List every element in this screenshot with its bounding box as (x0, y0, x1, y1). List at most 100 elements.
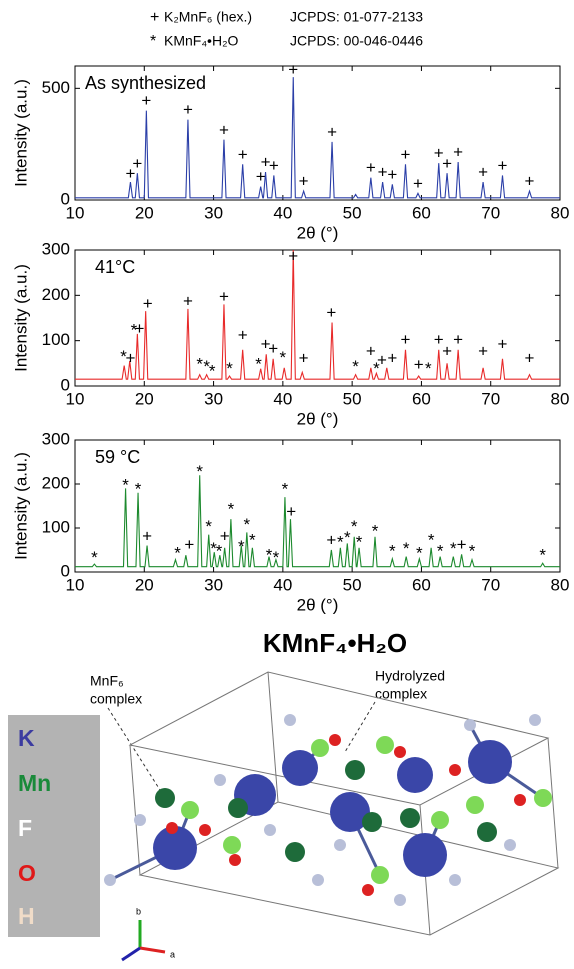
callout-label: MnF₆ (90, 673, 124, 689)
peak-marker: + (525, 172, 535, 191)
peak-marker: * (228, 499, 235, 518)
peak-marker: + (299, 172, 309, 191)
peak-marker: + (141, 91, 151, 110)
x-tick-label: 10 (66, 203, 85, 222)
y-tick-label: 100 (42, 330, 70, 349)
peak-marker: + (268, 339, 278, 358)
x-tick-label: 70 (481, 575, 500, 594)
x-tick-label: 60 (412, 203, 431, 222)
y-tick-label: 500 (42, 78, 70, 97)
spectrum-line (75, 249, 560, 380)
peak-marker: * (356, 532, 363, 551)
peak-marker: * (135, 480, 142, 499)
x-tick-label: 50 (343, 203, 362, 222)
y-axis-label: Intensity (a.u.) (11, 264, 30, 372)
x-tick-label: 10 (66, 389, 85, 408)
callout-label: complex (375, 686, 427, 702)
peak-marker: + (478, 341, 488, 360)
peak-marker: + (288, 60, 298, 79)
peak-marker: + (401, 330, 411, 349)
peak-marker: + (125, 164, 135, 183)
axis-triad: b a (121, 906, 175, 962)
peak-marker: * (209, 361, 216, 380)
x-tick-label: 40 (273, 389, 292, 408)
peak-marker: + (434, 330, 444, 349)
peak-marker: + (299, 348, 309, 367)
plot-frame (74, 65, 561, 201)
peak-marker: * (373, 359, 380, 378)
peak-marker: + (453, 143, 463, 162)
peak-marker: * (273, 548, 280, 567)
element-label: O (18, 860, 36, 886)
peak-marker: + (378, 163, 388, 182)
x-tick-label: 80 (551, 389, 570, 408)
callout-label: complex (90, 691, 142, 707)
plot-frame (74, 439, 561, 573)
legend-name: KMnF₄•H₂O (164, 33, 238, 49)
peak-marker: + (401, 145, 411, 164)
peak-marker: * (372, 521, 379, 540)
peak-marker: * (238, 537, 245, 556)
peak-marker: * (416, 543, 423, 562)
x-tick-label: 50 (343, 575, 362, 594)
peak-marker: + (220, 526, 230, 545)
peak-marker: * (539, 546, 546, 565)
x-tick-label: 30 (204, 203, 223, 222)
peak-marker: * (196, 462, 203, 481)
y-tick-label: 0 (61, 375, 70, 394)
peak-marker: * (437, 541, 444, 560)
callout-label: Hydrolyzed (375, 668, 445, 684)
y-tick-label: 100 (42, 517, 70, 536)
x-axis-label: 2θ (°) (297, 595, 339, 614)
x-tick-label: 20 (135, 575, 154, 594)
peak-marker: + (387, 165, 397, 184)
peak-marker: + (366, 158, 376, 177)
callout-line (107, 707, 161, 791)
peak-marker: + (457, 535, 467, 554)
y-tick-label: 0 (61, 189, 70, 208)
peak-marker: * (205, 517, 212, 536)
peak-marker: + (219, 287, 229, 306)
peak-marker: + (525, 348, 535, 367)
peak-marker: * (266, 546, 273, 565)
peak-marker: + (414, 355, 424, 374)
peak-marker: * (337, 532, 344, 551)
element-label: Mn (18, 770, 51, 796)
peak-marker: * (255, 355, 262, 374)
x-tick-label: 80 (551, 203, 570, 222)
peak-marker: + (326, 531, 336, 550)
x-tick-label: 70 (481, 203, 500, 222)
peak-marker: * (120, 347, 127, 366)
peak-marker: + (183, 100, 193, 119)
peak-marker: * (280, 348, 287, 367)
axis-letter: a (170, 949, 175, 959)
peak-marker: + (377, 351, 387, 370)
peak-marker: * (450, 539, 457, 558)
element-label: F (18, 815, 32, 841)
legend-symbol: + (150, 9, 159, 26)
peak-marker: * (469, 541, 476, 560)
peak-marker: + (132, 154, 142, 173)
x-tick-label: 20 (135, 203, 154, 222)
peak-marker: * (203, 357, 210, 376)
peak-marker: + (256, 167, 266, 186)
peak-marker: + (498, 335, 508, 354)
peak-marker: + (478, 163, 488, 182)
legend-ref: JCPDS: 00-046-0446 (290, 33, 423, 49)
panel-label: 41°C (95, 257, 135, 277)
x-tick-label: 80 (551, 575, 570, 594)
spectrum-line (75, 475, 560, 568)
legend-symbol: * (150, 33, 156, 50)
peak-marker: * (425, 359, 432, 378)
peak-marker: + (142, 526, 152, 545)
peak-marker: + (238, 326, 248, 345)
spectrum-line (75, 77, 560, 199)
peak-marker: + (219, 120, 229, 139)
peak-marker: + (286, 502, 296, 521)
peak-marker: + (269, 156, 279, 175)
callout-line (344, 701, 376, 753)
x-tick-label: 20 (135, 389, 154, 408)
peak-marker: * (174, 543, 181, 562)
y-tick-label: 300 (42, 239, 70, 258)
peak-marker: * (282, 480, 289, 499)
